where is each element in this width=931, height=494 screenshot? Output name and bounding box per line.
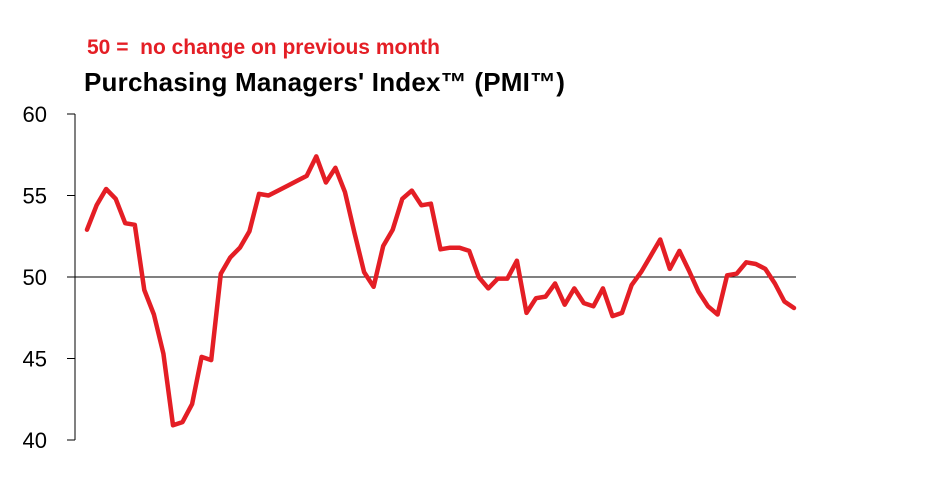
y-axis: 60 55 50 45 40: [23, 102, 76, 453]
y-tick-label: 50: [23, 265, 47, 290]
chart-title: Purchasing Managers' Index™ (PMI™): [84, 67, 566, 97]
y-tick-label: 45: [23, 347, 47, 372]
pmi-series-line: [84, 154, 797, 428]
y-tick-label: 55: [23, 184, 47, 209]
y-tick-label: 40: [23, 428, 47, 453]
series-group: [84, 154, 797, 428]
y-tick-label: 60: [23, 102, 47, 127]
chart-subtitle: 50 = no change on previous month: [87, 36, 440, 59]
